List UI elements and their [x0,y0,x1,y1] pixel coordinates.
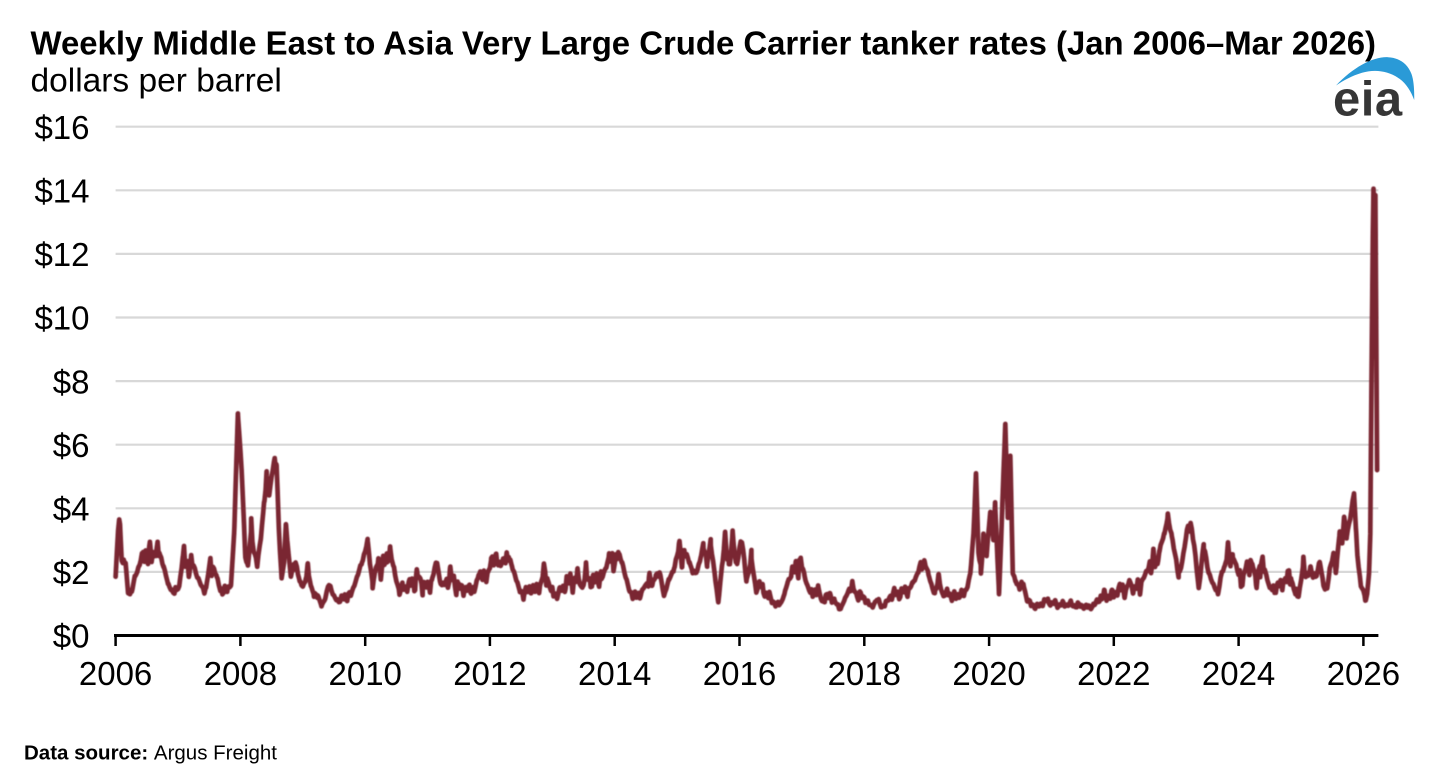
svg-text:$12: $12 [34,236,89,273]
svg-text:2016: 2016 [703,655,776,692]
svg-text:$4: $4 [53,491,90,528]
svg-text:2014: 2014 [578,655,651,692]
svg-text:2026: 2026 [1327,655,1400,692]
svg-text:2020: 2020 [952,655,1025,692]
svg-text:$14: $14 [34,173,89,210]
svg-text:2012: 2012 [453,655,526,692]
svg-text:2006: 2006 [79,655,152,692]
svg-text:$6: $6 [53,427,90,464]
svg-text:$0: $0 [53,618,90,655]
svg-text:Data source: Argus Freight: Data source: Argus Freight [24,742,277,765]
svg-text:eia: eia [1333,72,1403,126]
svg-text:$8: $8 [53,363,90,400]
svg-text:2022: 2022 [1077,655,1150,692]
svg-text:2024: 2024 [1202,655,1275,692]
svg-text:dollars per barrel: dollars per barrel [31,63,282,100]
svg-text:$16: $16 [34,109,89,146]
svg-text:2008: 2008 [204,655,277,692]
svg-text:$10: $10 [34,300,89,337]
svg-text:Weekly Middle East to Asia Ver: Weekly Middle East to Asia Very Large Cr… [31,25,1377,62]
svg-text:2018: 2018 [828,655,901,692]
svg-text:2010: 2010 [328,655,401,692]
svg-text:$2: $2 [53,554,90,591]
